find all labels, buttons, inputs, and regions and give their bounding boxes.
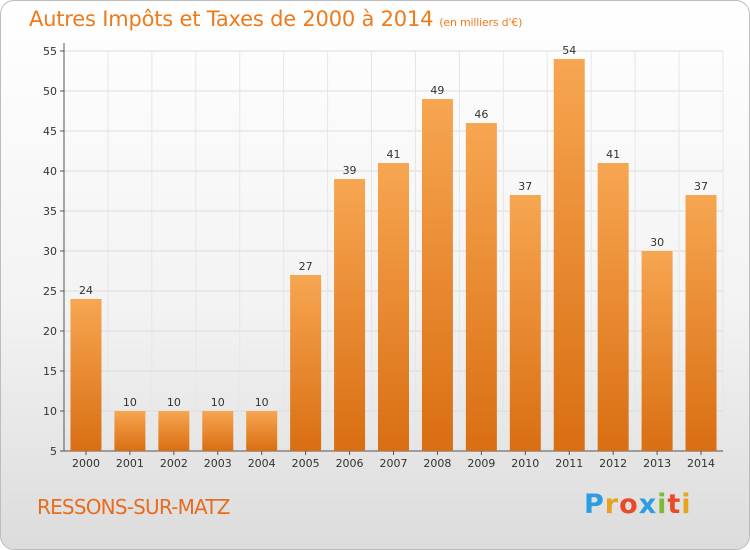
logo-letter: i (681, 489, 692, 520)
x-tick-label: 2007 (380, 457, 408, 470)
x-tick-label: 2002 (160, 457, 188, 470)
data-label: 24 (79, 284, 93, 297)
y-tick-label: 55 (43, 45, 57, 58)
bars (70, 59, 717, 451)
x-tick-label: 2005 (292, 457, 320, 470)
x-tick-label: 2014 (687, 457, 715, 470)
data-label: 30 (650, 236, 664, 249)
data-label: 49 (430, 84, 444, 97)
data-label: 37 (518, 180, 532, 193)
data-label: 10 (255, 396, 269, 409)
bar-2004 (246, 411, 278, 451)
bar-2010 (509, 195, 541, 451)
x-tick-label: 2009 (467, 457, 495, 470)
bar-2012 (597, 163, 629, 451)
y-tick-label: 50 (43, 85, 57, 98)
unit-label: (en milliers d'€) (439, 16, 523, 29)
data-label: 46 (474, 108, 488, 121)
x-tick-label: 2004 (248, 457, 276, 470)
data-label: 10 (167, 396, 181, 409)
x-tick-label: 2006 (336, 457, 364, 470)
data-label: 37 (694, 180, 708, 193)
logo-letter: P (584, 489, 605, 520)
y-tick-label: 20 (43, 325, 57, 338)
bar-2006 (334, 179, 366, 451)
data-label: 39 (343, 164, 357, 177)
logo-letter: x (638, 489, 658, 520)
bar-2005 (290, 275, 322, 451)
data-label: 27 (299, 260, 313, 273)
bar-2001 (114, 411, 146, 451)
y-tick-label: 10 (43, 405, 57, 418)
logo-letter: r (604, 489, 620, 520)
logo-letter: o (619, 489, 639, 520)
chart-title: Autres Impôts et Taxes de 2000 à 2014 (en… (29, 7, 522, 31)
data-label: 54 (562, 44, 576, 57)
data-labels: 24 10 10 10 10 27 39 41 49 46 37 54 41 30 37 (79, 44, 708, 409)
y-tick-label: 35 (43, 205, 57, 218)
bar-2002 (158, 411, 190, 451)
bar-2011 (553, 59, 585, 451)
bar-2009 (465, 123, 497, 451)
x-tick-label: 2003 (204, 457, 232, 470)
data-label: 10 (123, 396, 137, 409)
y-tick-label: 15 (43, 365, 57, 378)
data-label: 41 (387, 148, 401, 161)
data-label: 41 (606, 148, 620, 161)
bar-2007 (378, 163, 409, 451)
bar-2008 (421, 99, 453, 451)
y-tick-label: 25 (43, 285, 57, 298)
x-tick-label: 2000 (72, 457, 100, 470)
x-tick-label: 2011 (555, 457, 583, 470)
x-tick-label: 2001 (116, 457, 144, 470)
data-label: 10 (211, 396, 225, 409)
y-tick-label: 5 (50, 445, 57, 458)
x-tick-label: 2008 (423, 457, 451, 470)
bar-2014 (685, 195, 717, 451)
y-tick-label: 30 (43, 245, 57, 258)
x-tick-label: 2012 (599, 457, 627, 470)
town-name: RESSONS-SUR-MATZ (37, 495, 230, 519)
logo-letter: t (667, 489, 682, 520)
x-tick-label: 2013 (643, 457, 671, 470)
y-tick-label: 40 (43, 165, 57, 178)
bar-2013 (641, 251, 673, 451)
logo-letter: i (657, 489, 668, 520)
bar-2000 (70, 299, 102, 451)
y-tick-label: 45 (43, 125, 57, 138)
proxiti-logo: Proxiti (584, 489, 692, 520)
title-text: Autres Impôts et Taxes de 2000 à 2014 (29, 7, 434, 31)
bar-2003 (202, 411, 234, 451)
x-tick-label: 2010 (511, 457, 539, 470)
